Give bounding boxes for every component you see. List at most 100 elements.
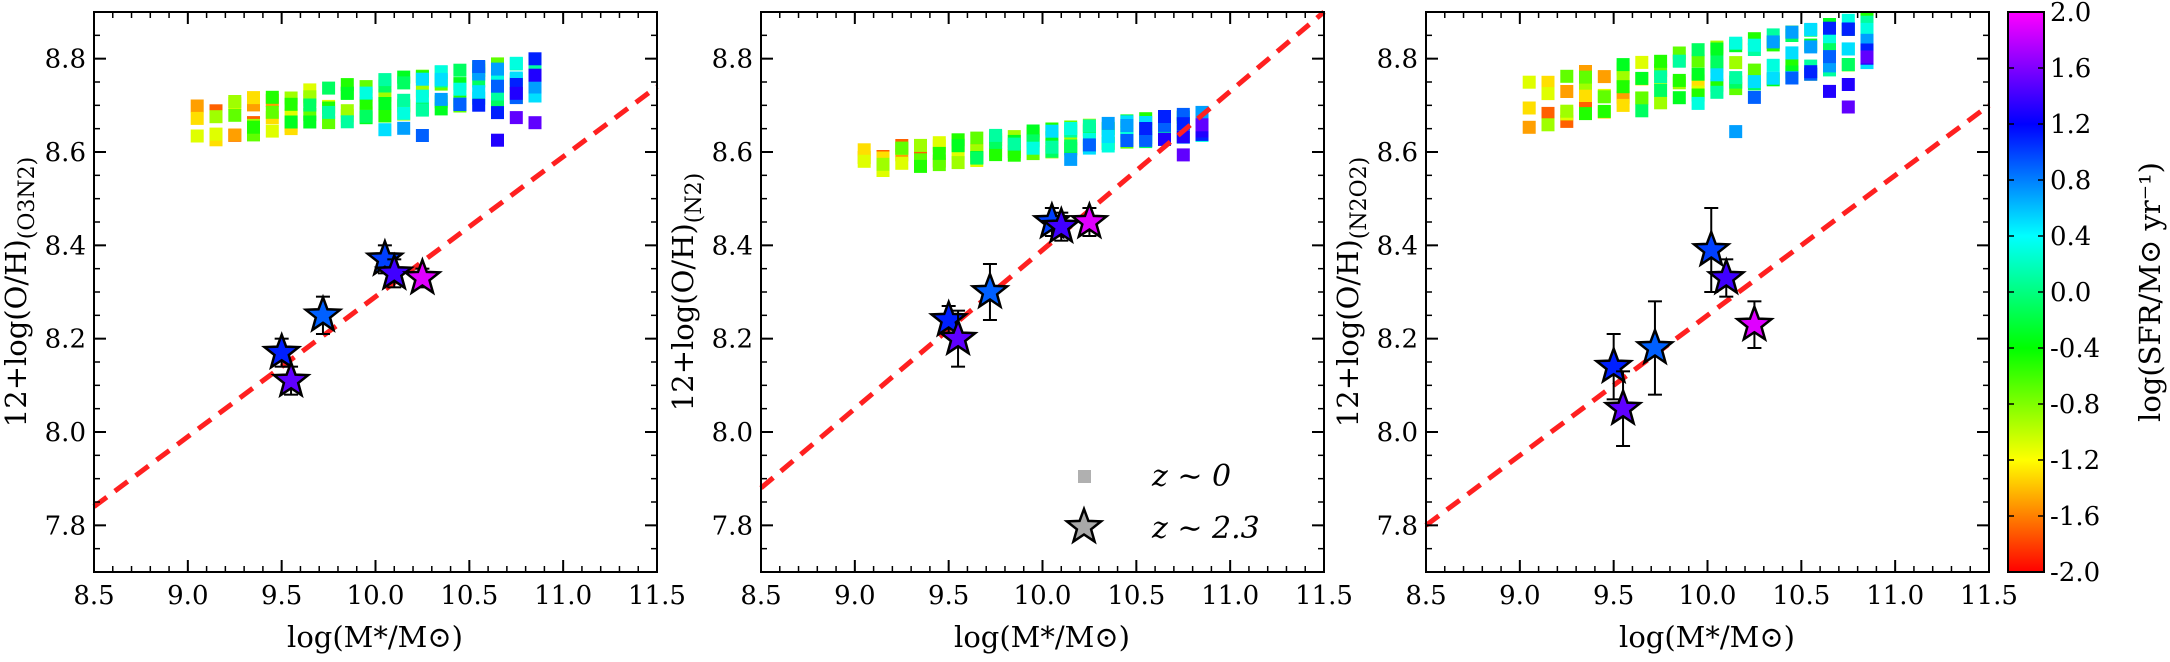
- data-point: [1522, 101, 1536, 115]
- data-point: [1766, 58, 1780, 72]
- x-tick-label: 9.0: [1499, 581, 1540, 611]
- data-point: [228, 95, 242, 108]
- data-point: [397, 93, 411, 107]
- axes-frame-left: [93, 11, 658, 573]
- y-tick-label: 8.8: [1377, 45, 1418, 75]
- data-point: [415, 129, 429, 142]
- data-point: [491, 79, 504, 93]
- data-point: [857, 143, 871, 157]
- y-tick-label: 8.6: [712, 138, 753, 168]
- colorbar-tick-label: 2.0: [2050, 0, 2091, 28]
- data-point: [1785, 25, 1799, 39]
- y-tick-label: 8.6: [45, 138, 86, 168]
- z23-stars-middle: [928, 200, 1110, 368]
- data-point: [1522, 75, 1536, 89]
- data-point: [1045, 140, 1059, 154]
- y-tick-label: 8.8: [712, 45, 753, 75]
- data-point: [359, 86, 373, 100]
- legend-label-z23: z ∼ 2.3: [1151, 511, 1260, 546]
- y-tick-label: 8.4: [45, 231, 86, 261]
- x-tick-label: 9.5: [928, 581, 969, 611]
- data-point: [528, 68, 542, 82]
- colorbar-tick-label: 0.4: [2050, 222, 2091, 252]
- x-tick-label: 10.0: [1679, 581, 1737, 611]
- data-point: [1560, 69, 1574, 83]
- data-point: [1007, 137, 1021, 151]
- data-point: [1120, 134, 1134, 147]
- data-point: [528, 80, 542, 94]
- y-axis-label-right: 12+log(O/H)(N2O2): [1331, 157, 1372, 427]
- y-tick-label: 8.6: [1377, 138, 1418, 168]
- data-point: [1101, 116, 1115, 130]
- one-to-one-line-right: [1424, 103, 1991, 528]
- data-point: [209, 127, 223, 141]
- ticks-left: 8.5 9.0 9.5 10.0 10.5 11.0 11.5 7.8 8.0 8.2 8.4 8.6…: [45, 11, 686, 611]
- data-point: [1710, 68, 1724, 82]
- data-point: [340, 104, 354, 118]
- data-point: [415, 72, 429, 86]
- colorbar-tick-label: -1.2: [2050, 446, 2100, 476]
- data-point: [1139, 133, 1153, 147]
- z23-star: [1040, 205, 1082, 245]
- y-axis-label-left: 12+log(O/H)(O3N2): [0, 157, 40, 427]
- data-point: [247, 120, 260, 134]
- colorbar-tick-label: 1.6: [2050, 54, 2091, 84]
- data-point: [1710, 42, 1724, 56]
- data-point: [1672, 91, 1686, 105]
- data-point: [359, 96, 373, 110]
- data-point: [528, 52, 542, 66]
- data-point: [509, 111, 523, 125]
- data-point: [209, 110, 223, 124]
- data-point: [1747, 38, 1761, 52]
- data-point: [1747, 63, 1761, 77]
- x-tick-label: 8.5: [73, 581, 114, 611]
- one-to-one-line-left: [92, 84, 659, 509]
- z23-star: [401, 256, 443, 296]
- panel-middle: 8.5 9.0 9.5 10.0 10.5 11.0 11.5 7.8 8.0 8.2 8.4 8.6…: [666, 10, 1353, 654]
- data-point: [1654, 96, 1668, 110]
- data-point: [397, 121, 411, 135]
- data-point: [1635, 91, 1649, 105]
- x-tick-label: 8.5: [740, 581, 781, 611]
- z23-star: [261, 331, 303, 371]
- data-point: [1522, 120, 1536, 134]
- data-point: [1560, 85, 1574, 98]
- x-tick-label: 11.5: [1295, 581, 1353, 611]
- data-point: [914, 138, 927, 152]
- one-to-one-line-middle: [759, 10, 1326, 490]
- data-point: [1785, 71, 1799, 85]
- data-point: [1729, 56, 1743, 70]
- data-point: [434, 92, 448, 106]
- x-tick-label: 9.5: [261, 581, 302, 611]
- data-point: [340, 115, 354, 129]
- colorbar-tick-label: 1.2: [2050, 110, 2091, 140]
- data-point: [1007, 148, 1021, 162]
- data-point: [397, 106, 411, 120]
- legend-star-marker: [1063, 505, 1105, 545]
- z23-stars-left: [261, 237, 443, 399]
- data-point: [1158, 110, 1171, 123]
- data-point: [1579, 107, 1592, 121]
- data-point: [989, 128, 1003, 142]
- data-point: [1064, 122, 1078, 135]
- data-point: [491, 106, 504, 120]
- data-point: [1691, 54, 1705, 68]
- x-tick-label: 11.0: [1201, 581, 1259, 611]
- data-point: [1597, 104, 1611, 118]
- data-point: [1064, 152, 1078, 166]
- data-point: [1176, 148, 1190, 162]
- panel-right: 8.5 9.0 9.5 10.0 10.5 11.0 11.5 7.8 8.0 8.2 8.4 8.6…: [1331, 11, 2018, 654]
- z23-star: [1068, 200, 1110, 240]
- data-point: [1747, 90, 1761, 104]
- data-point: [1616, 80, 1630, 94]
- data-point: [1841, 22, 1855, 36]
- data-point: [1579, 70, 1592, 84]
- z23-star: [1690, 228, 1732, 268]
- data-point: [1860, 50, 1874, 64]
- x-tick-label: 10.5: [1107, 581, 1165, 611]
- data-point: [1635, 55, 1649, 69]
- y-axis-label-middle: 12+log(O/H)(N2): [666, 173, 707, 411]
- data-point: [1616, 58, 1630, 72]
- data-point: [1026, 141, 1040, 155]
